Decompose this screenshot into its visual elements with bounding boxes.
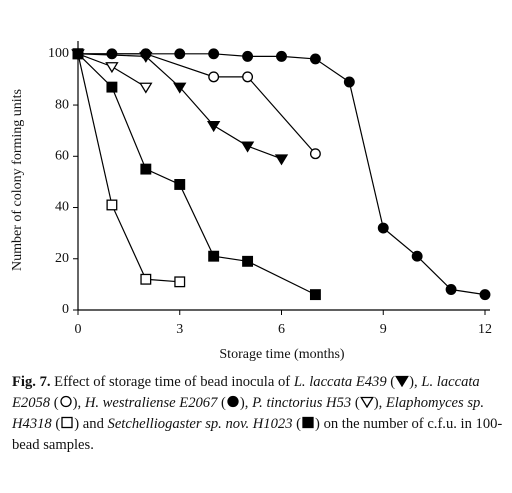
punctuation: ( <box>53 395 59 411</box>
y-tick-label: 100 <box>48 46 69 61</box>
series-line <box>77 53 282 160</box>
punctuation: ( <box>390 374 396 390</box>
punctuation: ( <box>55 416 61 432</box>
y-tick-label: 0 <box>62 302 69 317</box>
legend-label: L. laccata E439 <box>293 374 387 390</box>
legend-marker <box>302 416 314 429</box>
caption: Fig. 7. Effect of storage time of bead i… <box>12 372 504 456</box>
data-point <box>206 121 221 133</box>
data-point <box>105 62 119 74</box>
legend-label: Setchelliogaster sp. nov. H1023 <box>107 416 293 432</box>
data-point <box>208 48 220 60</box>
legend-label: P. tinctorius H53 <box>252 395 352 411</box>
y-tick-label: 20 <box>55 251 69 266</box>
punctuation: ( <box>221 395 226 411</box>
data-point <box>309 289 321 301</box>
data-point <box>309 53 321 65</box>
data-point <box>274 154 289 166</box>
data-point <box>242 71 254 83</box>
y-tick-label: 40 <box>55 200 69 215</box>
data-point <box>276 50 287 62</box>
data-point <box>106 81 118 93</box>
chart: Storage time (months) Number of colony f… <box>10 41 492 362</box>
legend-marker-box <box>61 416 73 429</box>
caption-text: on the number of c.f.u. in 100-bead samp… <box>12 416 503 453</box>
legend-marker-box <box>302 416 314 429</box>
data-point <box>240 141 255 153</box>
punctuation: ) <box>373 395 379 411</box>
data-point <box>173 82 187 94</box>
data-point <box>139 82 153 94</box>
data-point <box>343 76 355 88</box>
legend-marker <box>227 395 239 408</box>
legend-marker-box <box>395 375 410 388</box>
data-point <box>174 276 186 288</box>
punctuation: , <box>414 374 418 390</box>
data-point <box>174 48 186 60</box>
data-point <box>72 48 84 60</box>
punctuation: , <box>244 395 249 411</box>
data-point <box>106 48 118 60</box>
legend-marker <box>59 395 72 408</box>
legend-marker <box>359 396 374 409</box>
data-point <box>140 48 152 60</box>
data-point <box>106 199 118 211</box>
x-axis-label: Storage time (months) <box>219 347 345 362</box>
legend-marker-box <box>227 395 239 408</box>
caption-text: Effect of storage time of bead inocula o… <box>54 374 291 390</box>
legend-label: L. laccata E2058 <box>12 374 480 411</box>
legend-label: H. westraliense E2067 <box>84 395 218 411</box>
caption-label: Fig. 7. <box>12 374 51 390</box>
x-tick-label: 12 <box>478 322 492 337</box>
x-tick-label: 6 <box>278 322 285 337</box>
x-tick-label: 3 <box>176 322 183 337</box>
data-point <box>174 179 186 190</box>
series-line <box>78 53 486 296</box>
data-point <box>242 255 254 267</box>
legend-marker-box <box>359 396 374 409</box>
x-tick-label: 9 <box>380 322 387 337</box>
data-point <box>140 163 152 175</box>
legend-marker <box>395 375 410 388</box>
punctuation: , <box>378 395 383 411</box>
punctuation: ) <box>409 374 415 390</box>
data-point <box>208 250 220 262</box>
series-line <box>77 53 180 283</box>
punctuation: ) <box>72 395 78 411</box>
y-tick-label: 60 <box>55 149 69 164</box>
legend-marker <box>61 416 73 429</box>
x-tick-label: 0 <box>75 322 82 337</box>
punctuation: ) <box>239 395 245 411</box>
y-tick-label: 80 <box>55 97 69 112</box>
punctuation: ( <box>296 416 302 432</box>
data-point <box>208 71 220 83</box>
punctuation: ) <box>315 416 320 432</box>
legend-marker-box <box>59 395 72 408</box>
punctuation: , <box>77 395 82 411</box>
punctuation: ) <box>74 416 80 432</box>
data-point <box>445 284 457 295</box>
data-point <box>411 250 423 262</box>
caption-text: and <box>82 416 104 432</box>
data-point <box>140 273 152 285</box>
data-point <box>479 289 491 301</box>
data-point <box>309 148 321 160</box>
y-axis-label: Number of colony forming units <box>10 89 25 271</box>
data-point <box>377 222 389 234</box>
legend-label: Elaphomyces sp. H4318 <box>12 395 484 432</box>
data-point <box>242 50 254 62</box>
punctuation: ( <box>354 395 360 411</box>
